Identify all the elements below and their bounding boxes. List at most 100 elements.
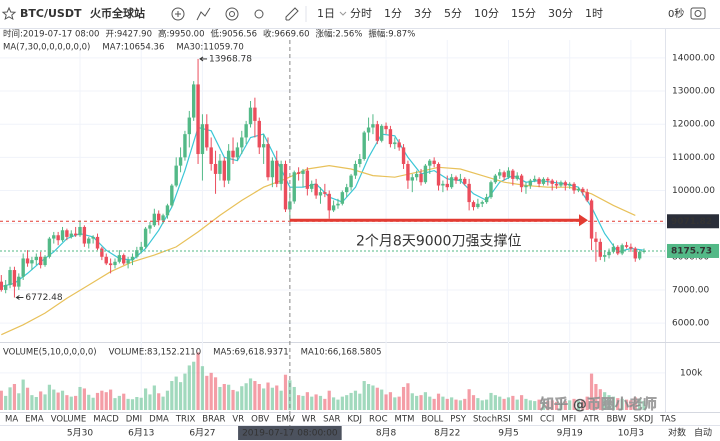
candle-body	[270, 160, 275, 178]
indicator-icon[interactable]	[196, 7, 211, 21]
indicator-tab[interactable]: EMV	[276, 415, 295, 425]
period-button[interactable]: 5分	[444, 7, 462, 20]
candle-body	[533, 178, 537, 181]
period-button[interactable]: 30分	[548, 7, 573, 20]
indicator-tab[interactable]: VR	[232, 415, 244, 425]
indicator-tab[interactable]: SMI	[518, 415, 533, 425]
settings-icon[interactable]	[229, 11, 235, 17]
candle-body	[178, 157, 183, 166]
candle-body	[393, 142, 397, 145]
draw-icon[interactable]	[285, 7, 299, 21]
period-button[interactable]: 10分	[474, 7, 499, 20]
volume-bar	[419, 395, 423, 410]
indicator-tab[interactable]: MACD	[93, 415, 119, 425]
candle-body	[366, 127, 371, 133]
volume-bar	[568, 400, 572, 410]
candle-body	[161, 215, 165, 221]
volume-bar	[161, 396, 165, 410]
volume-bar	[515, 399, 519, 410]
favorite-icon[interactable]	[1, 6, 17, 21]
candle-body	[279, 163, 283, 184]
volume-bar	[192, 361, 196, 410]
x-tick-label: 5月30	[67, 428, 93, 439]
period-button[interactable]: 15分	[511, 7, 536, 20]
indicator-tab[interactable]: SKDJ	[633, 415, 653, 425]
volume-bar	[174, 376, 178, 410]
indicator-tab[interactable]: TAS	[659, 415, 676, 425]
volume-bar	[47, 384, 52, 410]
indicator-tab[interactable]: MFI	[561, 415, 576, 425]
indicator-tab[interactable]: BRAR	[202, 415, 225, 425]
volume-bar	[598, 389, 602, 410]
symbol[interactable]: BTC/USDT	[20, 7, 82, 20]
indicator-tab[interactable]: ROC	[369, 415, 388, 425]
candle-body	[235, 147, 240, 158]
indicator-tab[interactable]: CCI	[540, 415, 554, 425]
volume-bar	[401, 386, 406, 410]
volume-bar	[550, 400, 554, 410]
indicator-tab[interactable]: BOLL	[421, 415, 443, 425]
volume-bar	[340, 396, 344, 410]
volume-bar	[65, 395, 69, 410]
candle-body	[78, 226, 82, 236]
volume-bar	[480, 400, 484, 410]
volume-bar	[292, 386, 296, 410]
interval[interactable]: 1日	[317, 7, 335, 20]
candle-body	[17, 276, 21, 287]
volume-bar	[78, 386, 82, 410]
support-label-box	[667, 214, 719, 229]
indicator-tab[interactable]: MTM	[395, 415, 415, 425]
indicator-tab[interactable]: WR	[302, 415, 316, 425]
indicator-tab[interactable]: EMA	[25, 415, 44, 425]
indicator-tab[interactable]: SAR	[323, 415, 340, 425]
indicator-tab[interactable]: KDJ	[347, 415, 362, 425]
candle-body	[165, 205, 170, 216]
volume-bar	[638, 398, 642, 410]
candle-body	[266, 144, 270, 178]
indicator-tab[interactable]: TRIX	[175, 415, 196, 425]
indicator-tab[interactable]: PSY	[450, 415, 467, 425]
period-button[interactable]: 分时	[350, 7, 372, 20]
indicator-tab[interactable]: VOLUME	[51, 415, 87, 425]
indicator-tab[interactable]: MA	[5, 415, 18, 425]
volume-bar	[358, 393, 362, 410]
screenshot-icon[interactable]	[690, 7, 706, 20]
volume-bar	[323, 398, 327, 410]
volume-bar	[56, 392, 60, 410]
candle-body	[65, 230, 69, 237]
period-button[interactable]: 3分	[414, 7, 432, 20]
scale-mode[interactable]: 自动	[694, 427, 712, 439]
settings-icon[interactable]	[225, 7, 239, 21]
indicator-tab[interactable]: BBW	[606, 415, 626, 425]
scale-mode[interactable]: 对数	[668, 427, 686, 439]
theme-icon[interactable]	[254, 9, 264, 19]
candle-body	[130, 256, 135, 261]
volume-bar	[262, 388, 266, 410]
x-tick-label: 8月22	[434, 428, 460, 439]
volume-bar	[34, 397, 38, 410]
indicator-tab[interactable]: DMI	[126, 415, 142, 425]
screenshot-icon[interactable]	[694, 10, 702, 17]
indicator-tab[interactable]: DMA	[149, 415, 169, 425]
indicator-tab[interactable]: StochRSI	[473, 415, 511, 425]
add-icon[interactable]	[171, 7, 185, 21]
candle-body	[226, 150, 231, 181]
volume-bar	[633, 397, 637, 410]
candle-body	[340, 192, 345, 204]
volume-bar	[314, 394, 318, 410]
volume-bar	[629, 400, 633, 410]
period-button[interactable]: 1分	[384, 7, 402, 20]
extreme-pointer	[15, 295, 20, 300]
indicator-tab[interactable]: ATR	[583, 415, 599, 425]
volume-bar	[345, 395, 349, 410]
y-tick-label: 6000.00	[672, 319, 709, 329]
dropdown-icon[interactable]	[339, 11, 347, 16]
indicator-tab[interactable]: OBV	[251, 415, 269, 425]
candle-body	[371, 124, 375, 128]
volume-bar	[301, 395, 305, 410]
period-button[interactable]: 1时	[585, 7, 603, 20]
volume-bar	[498, 396, 502, 410]
candle-body	[471, 202, 476, 208]
volume-bar	[467, 389, 471, 410]
candle-body	[275, 160, 279, 184]
